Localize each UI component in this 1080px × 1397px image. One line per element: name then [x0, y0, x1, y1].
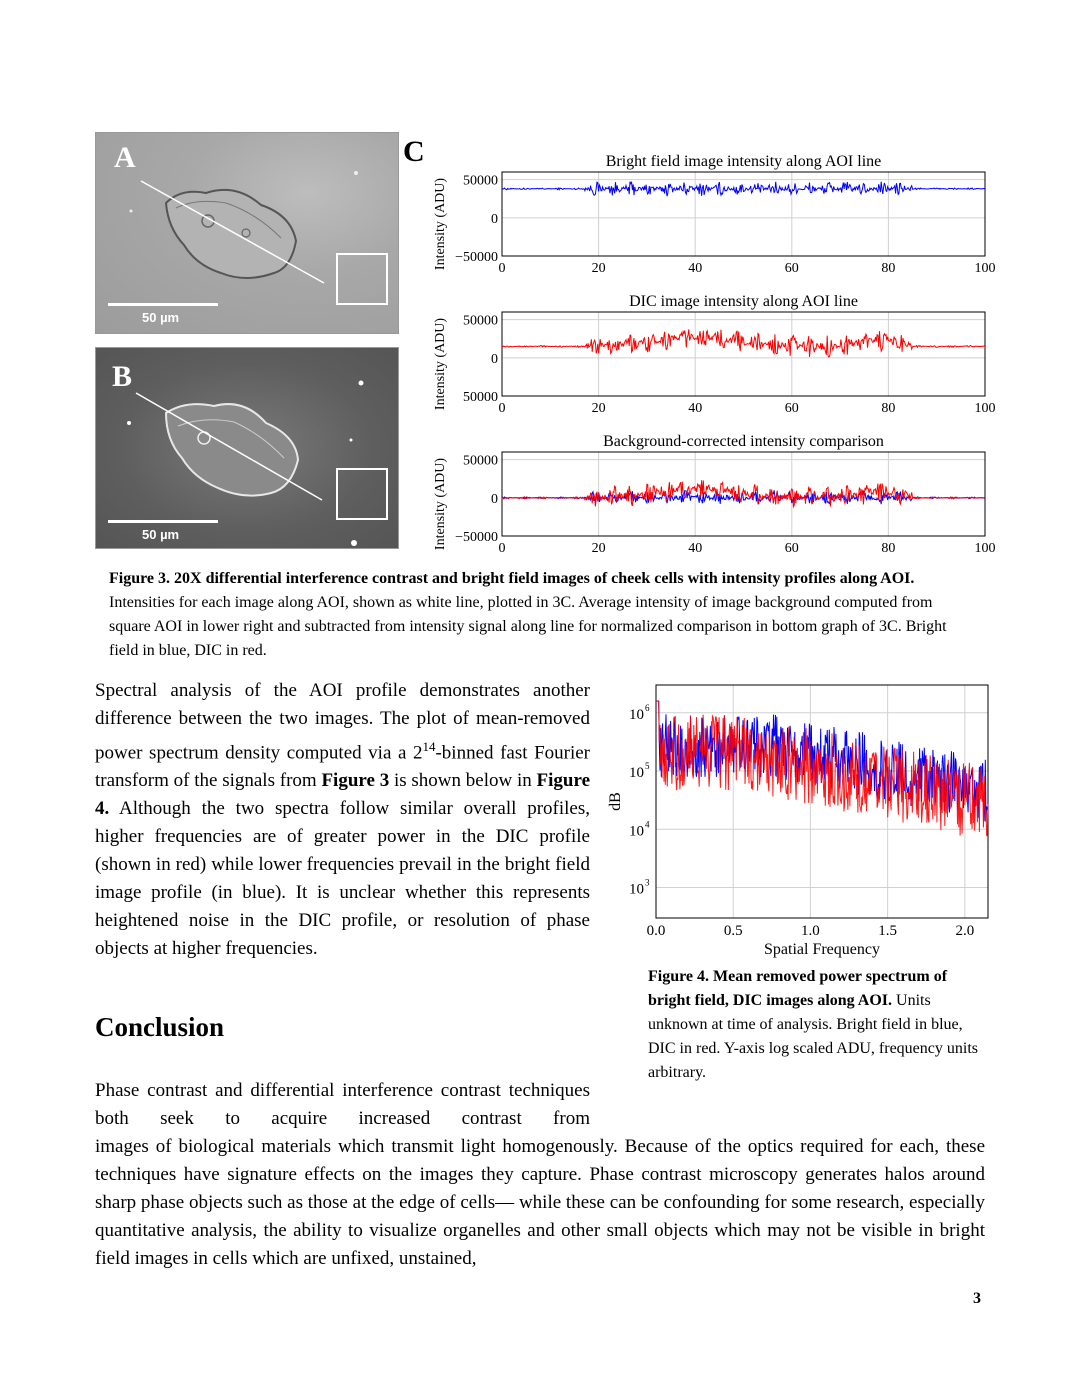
background-aoi-box [336, 253, 388, 305]
x-tick-label: 2.0 [955, 923, 974, 939]
x-tick-label: 80 [881, 401, 895, 416]
para1-text: Although the two spectra follow similar … [95, 798, 590, 960]
figure-4-caption-bold: Figure 4. Mean removed power spectrum of… [648, 968, 948, 1009]
y-tick-exponent: 6 [645, 703, 650, 713]
scale-bar-label: 50 µm [142, 527, 180, 542]
x-tick-label: 20 [592, 261, 606, 276]
y-tick-exponent: 5 [645, 761, 650, 771]
page-number: 3 [973, 1290, 981, 1307]
figure-4-caption: Figure 4. Mean removed power spectrum of… [648, 965, 978, 1085]
panel-c-label: C [403, 135, 425, 168]
y-tick-label: 0 [491, 492, 498, 507]
micrograph-bright-field: A 50 µm [95, 132, 399, 334]
x-tick-label: 40 [688, 541, 702, 556]
chart-corrected-comparison: Background-corrected intensity compariso… [430, 430, 1010, 563]
x-axis-label: Spatial Frequency [764, 941, 880, 958]
x-tick-label: 0 [499, 541, 506, 556]
plot-frame [501, 171, 986, 257]
series-line [501, 480, 986, 509]
spectral-analysis-paragraph: Spectral analysis of the AOI profile dem… [95, 677, 590, 963]
plot-frame [501, 311, 986, 397]
figure-4-caption-text: Units unknown at time of analysis. Brigh… [648, 992, 978, 1081]
chart-power-spectrum: 0.0 0.5 1.0 1.5 2.0 10 6 10 5 10 4 10 3 Spatial Frequ… [600, 680, 1000, 967]
chart-dic-profile: DIC image intensity along AOI line 0 20 40 6… [430, 290, 1010, 423]
y-tick-label: 50000 [463, 454, 498, 469]
y-tick-label: 10 [629, 707, 644, 723]
y-axis-label: Intensity (ADU) [433, 178, 448, 270]
x-tick-label: 60 [785, 541, 799, 556]
y-tick-label: 50000 [463, 390, 498, 405]
y-tick-label: −50000 [455, 530, 498, 545]
cell-illustration-a [129, 171, 358, 284]
plot-frame [501, 451, 986, 537]
series-line [656, 700, 989, 837]
chart-title: DIC image intensity along AOI line [629, 293, 858, 310]
x-tick-label: 0.5 [724, 923, 743, 939]
figure-3-caption-text: Intensities for each image along AOI, sh… [109, 594, 947, 659]
y-tick-label: 50000 [463, 314, 498, 329]
figure-3-caption: Figure 3. 20X differential interference … [109, 567, 971, 663]
x-tick-label: 0 [499, 261, 506, 276]
y-tick-label: 10 [629, 823, 644, 839]
x-tick-label: 60 [785, 261, 799, 276]
x-tick-label: 1.5 [878, 923, 897, 939]
x-tick-label: 0 [499, 401, 506, 416]
x-tick-label: 80 [881, 541, 895, 556]
chart-title: Background-corrected intensity compariso… [603, 433, 884, 450]
chart-bright-field-profile: Bright field image intensity along AOI l… [430, 150, 1010, 283]
x-tick-label: 100 [975, 261, 996, 276]
figure-3-reference: Figure 3 [321, 770, 390, 792]
chart-title: Bright field image intensity along AOI l… [606, 153, 882, 170]
para1-text: is shown below in [389, 770, 537, 792]
series-line [501, 180, 986, 197]
cell-illustration-b [127, 380, 364, 546]
y-tick-label: 50000 [463, 174, 498, 189]
panel-a-label: A [114, 141, 136, 174]
x-tick-label: 100 [975, 401, 996, 416]
aoi-line [140, 180, 325, 284]
x-tick-label: 20 [592, 541, 606, 556]
para1-superscript: 14 [422, 739, 436, 754]
scale-bar-label: 50 µm [142, 310, 180, 325]
micrograph-dic: B 50 µm [95, 347, 399, 549]
y-axis-label: Intensity (ADU) [433, 318, 448, 410]
x-tick-label: 0.0 [647, 923, 666, 939]
series-line [502, 329, 986, 358]
panel-b-label: B [112, 360, 133, 393]
x-tick-label: 100 [975, 541, 996, 556]
y-tick-label: −50000 [455, 250, 498, 265]
conclusion-paragraph-rest: images of biological materials which tra… [95, 1136, 985, 1269]
series-line [656, 700, 989, 822]
scale-bar [108, 520, 218, 523]
y-tick-label: 0 [491, 352, 498, 367]
x-tick-label: 80 [881, 261, 895, 276]
x-tick-label: 20 [592, 401, 606, 416]
figure-3-caption-bold: Figure 3. 20X differential interference … [109, 570, 915, 587]
x-tick-label: 1.0 [801, 923, 820, 939]
figure-4-reference: Figure 4. [95, 770, 591, 820]
para1-text: -binned fast Fourier transform of the si… [95, 742, 590, 792]
para1-text: Spectral analysis of the AOI profile dem… [95, 680, 590, 764]
x-tick-label: 40 [688, 401, 702, 416]
background-aoi-box [336, 468, 388, 520]
y-tick-label: 10 [629, 882, 644, 898]
y-axis-label: Intensity (ADU) [433, 458, 448, 550]
scale-bar [108, 303, 218, 306]
conclusion-heading: Conclusion [95, 1012, 225, 1042]
y-tick-exponent: 3 [645, 878, 650, 888]
y-tick-label: 10 [629, 765, 644, 781]
x-tick-label: 60 [785, 401, 799, 416]
aoi-line [135, 392, 323, 501]
conclusion-paragraph-start: Phase contrast and differential interfer… [95, 1080, 590, 1129]
plot-frame [655, 684, 989, 919]
y-axis-label: dB [607, 792, 624, 811]
x-tick-label: 40 [688, 261, 702, 276]
y-tick-exponent: 4 [645, 819, 650, 829]
y-tick-label: 0 [491, 212, 498, 227]
